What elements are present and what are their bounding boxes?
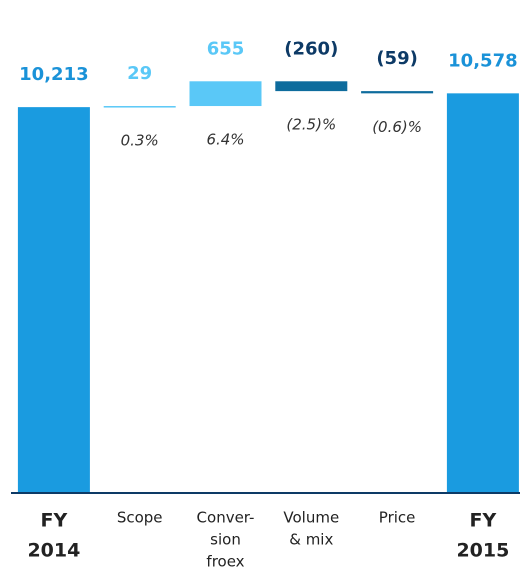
bar — [189, 81, 262, 107]
bar — [446, 93, 519, 493]
x-tick-label: FY — [470, 510, 497, 532]
value-label: (260) — [284, 38, 338, 59]
x-tick-label: Scope — [117, 509, 163, 527]
x-tick-label: froex — [206, 553, 244, 571]
change-label: (2.5)% — [286, 116, 336, 134]
x-tick-label: 2014 — [27, 540, 80, 562]
x-tick-label: 2015 — [456, 540, 509, 562]
change-label: 6.4% — [206, 131, 244, 149]
value-label: 29 — [127, 63, 152, 84]
change-label: 0.3% — [121, 132, 159, 150]
x-tick-label: Price — [379, 509, 416, 527]
x-tick-label: sion — [210, 531, 241, 549]
x-tick-label: Volume — [283, 509, 339, 527]
bar — [275, 81, 348, 92]
change-label: (0.6)% — [372, 118, 422, 136]
x-tick-label: Conver- — [197, 509, 255, 527]
bar — [17, 107, 90, 494]
x-tick-label: & mix — [289, 531, 333, 549]
value-label: 10,578 — [448, 50, 517, 71]
value-label: 655 — [207, 38, 245, 59]
value-label: (59) — [376, 48, 418, 69]
bar — [361, 91, 434, 94]
value-label: 10,213 — [19, 64, 88, 85]
x-tick-label: FY — [41, 510, 68, 532]
bar — [103, 106, 176, 108]
